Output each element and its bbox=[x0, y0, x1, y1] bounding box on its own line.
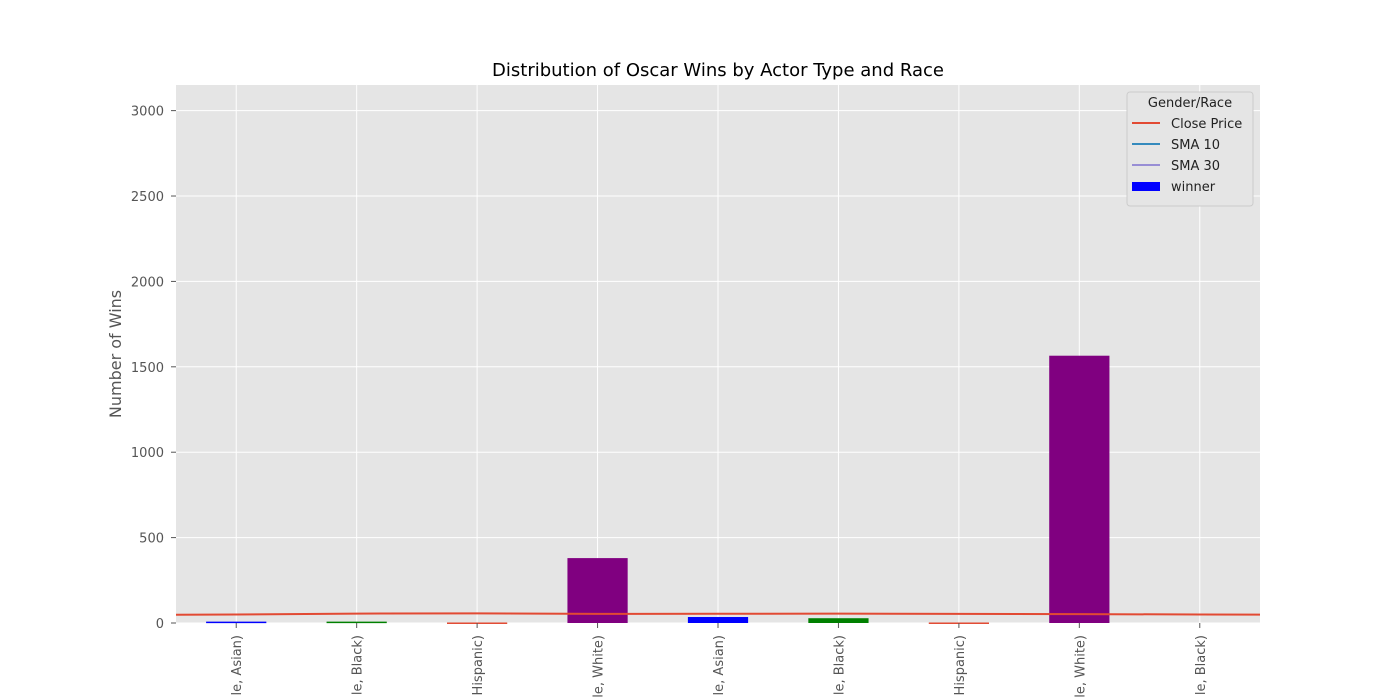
bar bbox=[326, 621, 387, 624]
x-tick-label: le, White) bbox=[592, 635, 607, 698]
y-tick-label: 500 bbox=[139, 532, 164, 547]
bar bbox=[808, 618, 869, 623]
series-lines bbox=[175, 612, 1261, 616]
grid bbox=[176, 85, 1260, 624]
x-tick-label: le, Black) bbox=[832, 635, 847, 695]
x-axis-ticks: le, Asian) le, Black) Hispanic) le, White) l… bbox=[230, 623, 1209, 698]
y-axis-label: Number of Wins bbox=[106, 290, 125, 418]
bar bbox=[206, 621, 267, 624]
legend-label: Close Price bbox=[1171, 117, 1242, 132]
y-axis-ticks: 0 500 1000 1500 2000 2500 3000 bbox=[131, 105, 176, 632]
y-tick-label: 2500 bbox=[131, 190, 164, 205]
x-tick-label: le, Black) bbox=[351, 635, 366, 695]
legend-label: winner bbox=[1171, 180, 1216, 195]
legend-label: SMA 30 bbox=[1171, 159, 1220, 174]
x-tick-label: Hispanic) bbox=[953, 635, 968, 695]
series-line bbox=[175, 612, 1261, 616]
legend-title: Gender/Race bbox=[1148, 96, 1232, 111]
bar bbox=[567, 558, 628, 623]
bars bbox=[206, 355, 1110, 624]
y-tick-label: 0 bbox=[156, 617, 164, 632]
x-tick-label: Hispanic) bbox=[471, 635, 486, 695]
legend-box bbox=[1126, 91, 1254, 207]
x-tick-label: le, Asian) bbox=[712, 635, 727, 695]
y-tick-label: 3000 bbox=[131, 105, 164, 120]
bar bbox=[687, 617, 749, 623]
x-tick-label: le, White) bbox=[1073, 635, 1088, 698]
bar bbox=[1049, 355, 1110, 623]
x-tick-label: le, Black) bbox=[1194, 635, 1209, 695]
y-tick-label: 2000 bbox=[131, 275, 164, 290]
y-tick-label: 1000 bbox=[131, 446, 164, 461]
legend: Gender/Race Close Price SMA 10 SMA 30 winner bbox=[1126, 91, 1254, 207]
y-tick-label: 1500 bbox=[131, 361, 164, 376]
x-tick-label: le, Asian) bbox=[230, 635, 245, 695]
legend-swatch bbox=[1132, 182, 1160, 191]
chart-title: Distribution of Oscar Wins by Actor Type… bbox=[492, 60, 944, 81]
legend-label: SMA 10 bbox=[1171, 138, 1220, 153]
